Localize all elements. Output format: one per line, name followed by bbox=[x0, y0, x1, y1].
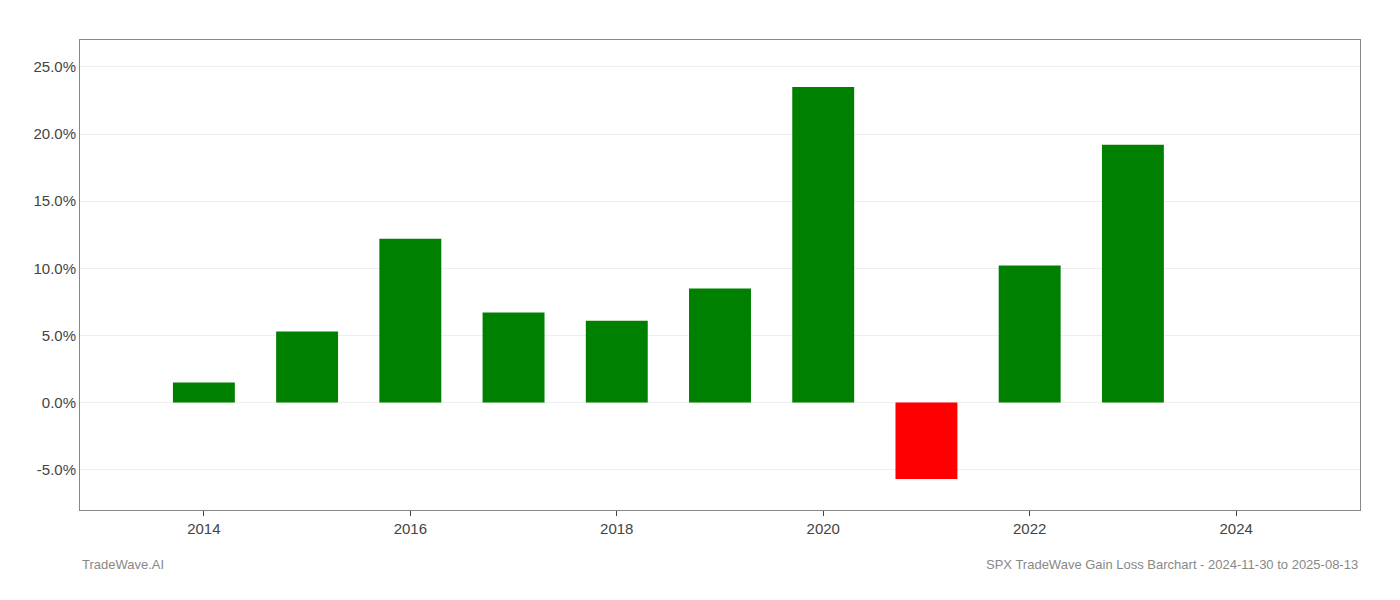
svg-text:2022: 2022 bbox=[1013, 520, 1046, 537]
svg-text:2020: 2020 bbox=[807, 520, 840, 537]
svg-text:-5.0%: -5.0% bbox=[37, 461, 76, 478]
svg-text:2024: 2024 bbox=[1219, 520, 1252, 537]
svg-text:25.0%: 25.0% bbox=[33, 58, 76, 75]
svg-text:5.0%: 5.0% bbox=[42, 327, 76, 344]
svg-text:0.0%: 0.0% bbox=[42, 394, 76, 411]
svg-text:2016: 2016 bbox=[394, 520, 427, 537]
svg-text:2018: 2018 bbox=[600, 520, 633, 537]
svg-text:SPX TradeWave Gain Loss Barcha: SPX TradeWave Gain Loss Barchart - 2024-… bbox=[986, 557, 1358, 572]
svg-text:TradeWave.AI: TradeWave.AI bbox=[82, 557, 164, 572]
svg-text:10.0%: 10.0% bbox=[33, 260, 76, 277]
svg-text:2014: 2014 bbox=[187, 520, 220, 537]
svg-text:20.0%: 20.0% bbox=[33, 125, 76, 142]
svg-text:15.0%: 15.0% bbox=[33, 192, 76, 209]
